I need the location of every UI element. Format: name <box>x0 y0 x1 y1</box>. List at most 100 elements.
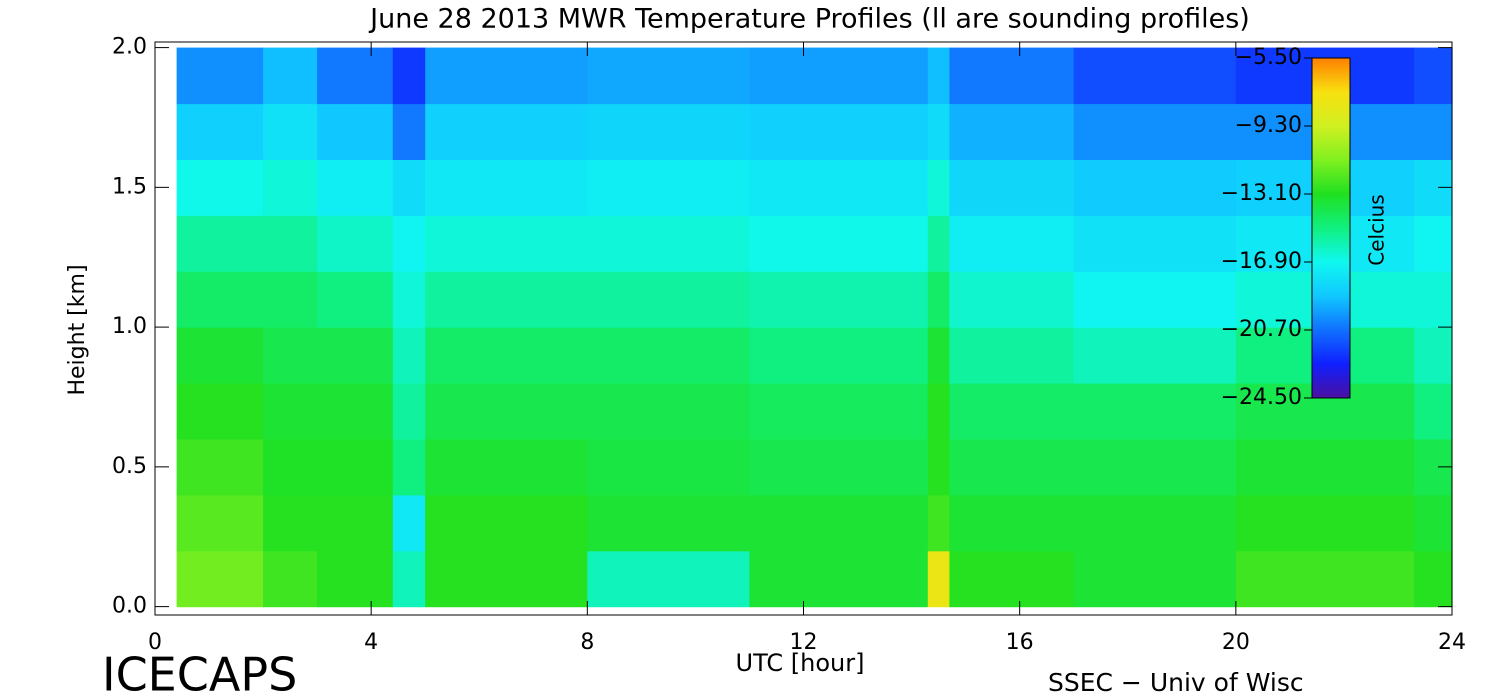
heatmap-cell <box>1073 271 1237 328</box>
heatmap-cell <box>317 159 394 216</box>
heatmap-cell <box>587 327 751 384</box>
heatmap-cell <box>176 494 264 552</box>
chart-title: June 28 2013 MWR Temperature Profiles (l… <box>368 4 1250 35</box>
heatmap-cell <box>587 438 751 496</box>
heatmap-cell <box>749 215 929 272</box>
heatmap-cell <box>176 327 264 384</box>
heatmap-cell <box>176 159 264 216</box>
heatmap-cell <box>1073 215 1237 272</box>
heatmap-cell <box>1073 383 1237 440</box>
heatmap-cell <box>927 494 951 552</box>
heatmap-cell <box>317 383 394 440</box>
heatmap-cell <box>392 494 426 552</box>
heatmap-cell <box>749 550 929 608</box>
colorbar-tick-label: −13.10 <box>1221 181 1302 206</box>
heatmap-cell <box>392 271 426 328</box>
heatmap-cell <box>927 327 951 384</box>
colorbar-tick-label: −9.30 <box>1235 113 1302 138</box>
heatmap-cell <box>263 103 318 160</box>
heatmap-cell <box>749 159 929 216</box>
heatmap-cell <box>176 47 264 105</box>
heatmap-cell <box>749 494 929 552</box>
heatmap-cell <box>392 327 426 384</box>
heatmap-cell <box>425 271 588 328</box>
x-tick-label: 20 <box>1222 630 1250 655</box>
heatmap-cell <box>927 159 951 216</box>
heatmap-cell <box>392 103 426 160</box>
heatmap-cell <box>263 550 318 608</box>
heatmap-cell <box>927 271 951 328</box>
y-tick-label: 0.0 <box>112 594 147 619</box>
colorbar-tick-label: −5.50 <box>1235 45 1302 70</box>
heatmap-cell <box>425 550 588 608</box>
colorbar-tick-label: −20.70 <box>1221 317 1302 342</box>
heatmap-cell <box>1414 383 1453 440</box>
heatmap-cell <box>949 215 1075 272</box>
heatmap-cell <box>1235 550 1415 608</box>
heatmap-cell <box>927 47 951 105</box>
heatmap-cell <box>949 159 1075 216</box>
heatmap-cell <box>1414 494 1453 552</box>
heatmap-cell <box>587 103 751 160</box>
y-axis-label: Height [km] <box>65 264 90 395</box>
heatmap-cell <box>317 550 394 608</box>
heatmap-cell <box>927 438 951 496</box>
heatmap-cell <box>949 383 1075 440</box>
heatmap-cell <box>927 215 951 272</box>
x-axis-label: UTC [hour] <box>736 649 865 677</box>
heatmap-cell <box>176 438 264 496</box>
heatmap-cell <box>949 438 1075 496</box>
heatmap-cell <box>392 159 426 216</box>
heatmap-cell <box>949 327 1075 384</box>
y-tick-label: 1.0 <box>112 314 147 339</box>
heatmap-cell <box>1073 103 1237 160</box>
heatmap-cell <box>1073 47 1237 105</box>
heatmap-cell <box>263 438 318 496</box>
heatmap-cell <box>392 550 426 608</box>
y-tick-label: 1.5 <box>112 174 147 199</box>
heatmap-cell <box>749 438 929 496</box>
heatmap-cell <box>1073 327 1237 384</box>
heatmap-cell <box>949 494 1075 552</box>
heatmap-cell <box>587 47 751 105</box>
colorbar-label: Celcius <box>1365 194 1389 265</box>
heatmap-cell <box>176 215 264 272</box>
heatmap-cell <box>425 438 588 496</box>
heatmap-cell <box>1414 271 1453 328</box>
heatmap-cell <box>317 47 394 105</box>
heatmap-cell <box>425 103 588 160</box>
heatmap-cell <box>176 271 264 328</box>
heatmap-cell <box>1414 47 1453 105</box>
heatmap-cell <box>1414 327 1453 384</box>
heatmap-cell <box>263 159 318 216</box>
heatmap-cell <box>749 327 929 384</box>
y-tick-label: 0.5 <box>112 454 147 479</box>
colorbar <box>1311 57 1351 399</box>
heatmap-cell <box>317 327 394 384</box>
heatmap-cell <box>1414 550 1453 608</box>
heatmap-cell <box>587 215 751 272</box>
heatmap-cell <box>263 383 318 440</box>
heatmap-cell <box>425 47 588 105</box>
heatmap-cell <box>317 494 394 552</box>
y-tick-label: 2.0 <box>112 35 147 60</box>
heatmap <box>176 47 1453 608</box>
heatmap-cell <box>749 103 929 160</box>
heatmap-cell <box>1235 494 1415 552</box>
heatmap-cell <box>317 271 394 328</box>
heatmap-cell <box>1235 438 1415 496</box>
heatmap-cell <box>587 550 751 608</box>
heatmap-cell <box>587 383 751 440</box>
footer-left: ICECAPS <box>102 648 297 700</box>
heatmap-cell <box>587 494 751 552</box>
heatmap-cell <box>425 327 588 384</box>
heatmap-cell <box>392 438 426 496</box>
heatmap-cell <box>263 47 318 105</box>
footer-right: SSEC − Univ of Wisc <box>1048 668 1304 697</box>
heatmap-cell <box>927 383 951 440</box>
heatmap-cell <box>587 159 751 216</box>
heatmap-cell <box>949 550 1075 608</box>
heatmap-cell <box>317 103 394 160</box>
heatmap-cell <box>392 47 426 105</box>
